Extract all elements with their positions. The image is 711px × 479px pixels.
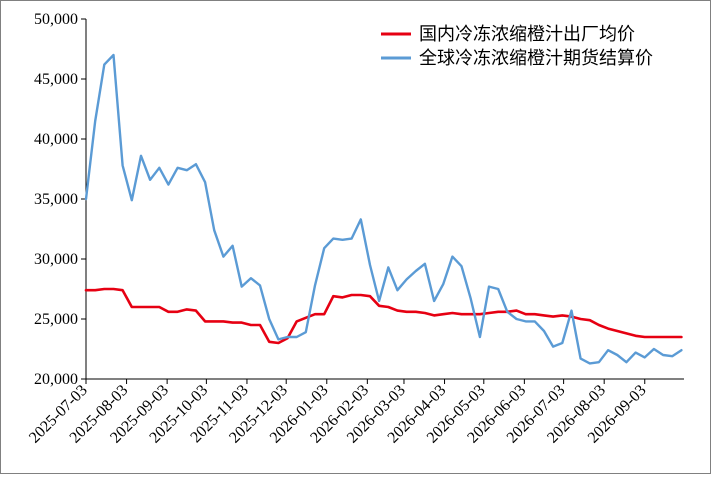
series-line-2 — [84, 53, 683, 365]
y-tick-label: 45,000 — [34, 71, 78, 88]
y-tick-label: 30,000 — [34, 251, 78, 268]
series-line-1 — [84, 287, 683, 345]
y-tick-label: 50,000 — [34, 11, 78, 28]
y-tick-label: 25,000 — [34, 311, 78, 328]
y-tick-labels: 20,000 25,000 30,000 35,000 40,000 45,000 50,0… — [34, 11, 78, 388]
legend-label: 全球冷冻浓缩橙汁期货结算价 — [419, 48, 653, 69]
legend-label: 国内冷冻浓缩橙汁出厂均价 — [419, 24, 635, 45]
y-tick-label: 40,000 — [34, 131, 78, 148]
y-tick-label: 20,000 — [34, 371, 78, 388]
y-tick-label: 35,000 — [34, 191, 78, 208]
series-lines — [84, 53, 683, 365]
